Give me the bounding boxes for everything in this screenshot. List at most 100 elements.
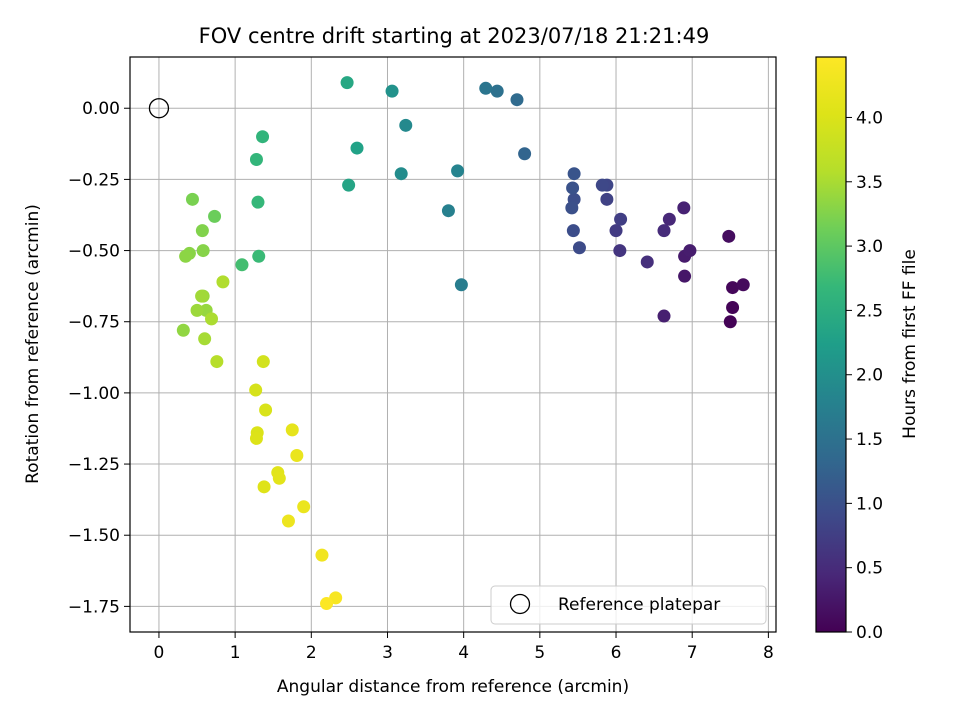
x-tick-label: 0 xyxy=(154,643,165,663)
data-point xyxy=(179,249,193,263)
y-axis-ticks: 0.00 −0.25 −0.50 −0.75 −1.00 −1.25 −1.50 −1.75 xyxy=(68,99,130,617)
colorbar-gradient xyxy=(815,56,847,633)
data-point xyxy=(683,244,697,258)
x-tick-label: 6 xyxy=(611,643,622,663)
y-tick-label: −0.50 xyxy=(68,242,120,262)
data-point xyxy=(394,167,408,181)
legend-marker-reference xyxy=(509,593,531,615)
data-point xyxy=(210,355,224,369)
data-point xyxy=(249,152,263,166)
x-tick-label: 3 xyxy=(382,643,393,663)
data-point xyxy=(723,315,737,329)
data-point xyxy=(208,209,222,223)
data-point xyxy=(609,224,623,238)
colorbar-tick-label: 2.5 xyxy=(856,301,883,321)
y-tick-label: −0.25 xyxy=(68,170,120,190)
data-point xyxy=(399,118,413,132)
x-axis-label: Angular distance from reference (arcmin) xyxy=(277,677,629,697)
data-point xyxy=(678,269,692,283)
colorbar-label: Hours from first FF file xyxy=(900,249,920,439)
x-tick-label: 5 xyxy=(534,643,545,663)
data-point xyxy=(216,275,230,289)
x-tick-label: 1 xyxy=(230,643,241,663)
data-point xyxy=(441,204,455,218)
data-point xyxy=(726,281,740,295)
legend-box xyxy=(490,585,767,625)
data-point xyxy=(251,195,265,209)
data-point xyxy=(285,423,299,437)
data-point xyxy=(479,81,493,95)
data-points xyxy=(148,76,750,611)
data-point xyxy=(256,355,270,369)
y-tick-label: −1.00 xyxy=(68,384,120,404)
data-point xyxy=(290,449,304,463)
data-point xyxy=(195,289,209,303)
data-point xyxy=(454,278,468,292)
data-point xyxy=(677,201,691,215)
data-point xyxy=(190,303,204,317)
y-tick-label: −1.75 xyxy=(68,597,120,617)
reference-point xyxy=(148,98,170,119)
y-tick-label: −1.25 xyxy=(68,455,120,475)
data-point xyxy=(342,178,356,192)
colorbar-ticks: 0.0 0.5 1.0 1.5 2.0 2.5 3.0 3.5 4.0 xyxy=(846,108,883,643)
data-point xyxy=(736,278,750,292)
data-point xyxy=(726,300,740,314)
data-point xyxy=(595,178,609,192)
x-axis-ticks: 0 1 2 3 4 5 6 7 8 xyxy=(154,632,774,663)
colorbar-tick-label: 2.0 xyxy=(856,366,883,386)
data-point xyxy=(281,514,295,528)
data-point xyxy=(249,383,263,397)
data-point xyxy=(722,229,736,243)
x-tick-label: 2 xyxy=(306,643,317,663)
legend-label-reference: Reference platepar xyxy=(558,595,720,615)
data-point xyxy=(340,76,354,90)
data-point xyxy=(176,323,190,337)
plot-frame xyxy=(129,56,777,633)
data-point xyxy=(566,181,580,195)
data-point xyxy=(572,241,586,255)
y-tick-label: −1.50 xyxy=(68,526,120,546)
data-point xyxy=(518,147,532,161)
data-point xyxy=(657,224,671,238)
data-point xyxy=(252,249,266,263)
data-point xyxy=(257,480,271,494)
data-point xyxy=(613,244,627,258)
chart-title: FOV centre drift starting at 2023/07/18 … xyxy=(199,24,710,48)
colorbar-tick-label: 3.5 xyxy=(856,173,883,193)
data-point xyxy=(195,224,209,238)
data-point xyxy=(614,212,628,226)
data-point xyxy=(566,224,580,238)
data-point xyxy=(600,192,614,206)
colorbar: 0.0 0.5 1.0 1.5 2.0 2.5 3.0 3.5 4.0 Hours from f… xyxy=(815,56,920,643)
data-point xyxy=(249,431,263,445)
data-point xyxy=(272,471,286,485)
data-point xyxy=(259,403,273,417)
data-point xyxy=(350,141,364,155)
data-point xyxy=(640,255,654,269)
data-point xyxy=(297,500,311,514)
data-point xyxy=(662,212,676,226)
data-point xyxy=(567,167,581,181)
data-point xyxy=(510,93,524,107)
x-tick-label: 4 xyxy=(458,643,469,663)
data-point xyxy=(198,332,212,346)
y-tick-label: 0.00 xyxy=(82,99,120,119)
data-point xyxy=(196,244,210,258)
colorbar-tick-label: 0.5 xyxy=(856,559,883,579)
data-point xyxy=(451,164,465,178)
x-tick-label: 8 xyxy=(763,643,774,663)
data-point xyxy=(315,548,329,562)
data-point xyxy=(657,309,671,323)
colorbar-tick-label: 3.0 xyxy=(856,237,883,257)
data-point xyxy=(490,84,504,98)
data-point xyxy=(320,597,334,611)
y-axis-label: Rotation from reference (arcmin) xyxy=(23,204,43,484)
legend: Reference platepar xyxy=(490,585,767,625)
data-point xyxy=(235,258,249,272)
grid xyxy=(130,57,776,632)
data-point xyxy=(565,201,579,215)
data-point xyxy=(205,312,219,326)
colorbar-tick-label: 0.0 xyxy=(856,623,883,643)
